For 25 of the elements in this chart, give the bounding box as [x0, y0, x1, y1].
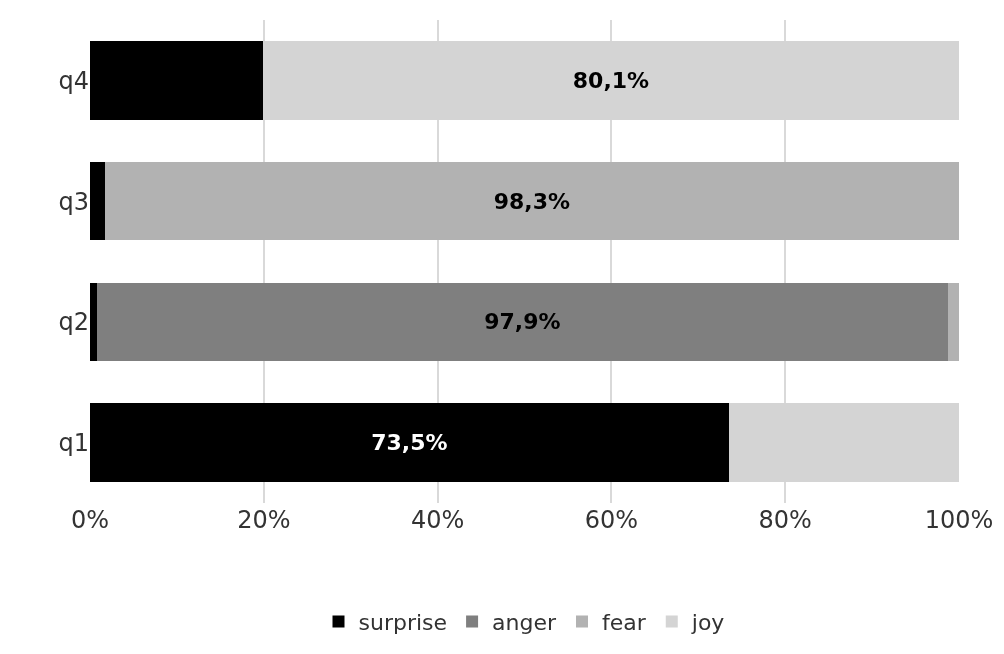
- data-label: 97,9%: [484, 309, 561, 335]
- x-tick-label: 80%: [758, 506, 812, 534]
- x-tick-label: 0%: [70, 506, 110, 534]
- bar: [90, 161, 105, 241]
- legend-label: fear: [602, 610, 647, 636]
- x-tick-label: 40%: [410, 506, 465, 534]
- y-tick-label: q3: [58, 187, 89, 216]
- data-label: 80,1%: [572, 67, 650, 93]
- data-label: 98,3%: [493, 188, 571, 214]
- x-tick-label: 20%: [237, 506, 291, 534]
- y-tick-label: q4: [58, 66, 89, 95]
- bar: [104, 161, 959, 241]
- bar: [90, 41, 263, 120]
- legend-label: anger: [492, 610, 557, 636]
- x-tick-label: 100%: [924, 506, 994, 534]
- bar: [90, 403, 729, 482]
- legend-label: joy: [690, 610, 725, 636]
- data-label: 73,5%: [371, 430, 448, 456]
- y-tick-label: q2: [58, 308, 89, 337]
- bar: [90, 282, 97, 362]
- x-tick-label: 60%: [584, 506, 639, 534]
- legend-label: surprise: [358, 610, 448, 636]
- bar: [947, 282, 959, 362]
- bar: [96, 282, 948, 362]
- y-tick-label: q1: [58, 429, 89, 458]
